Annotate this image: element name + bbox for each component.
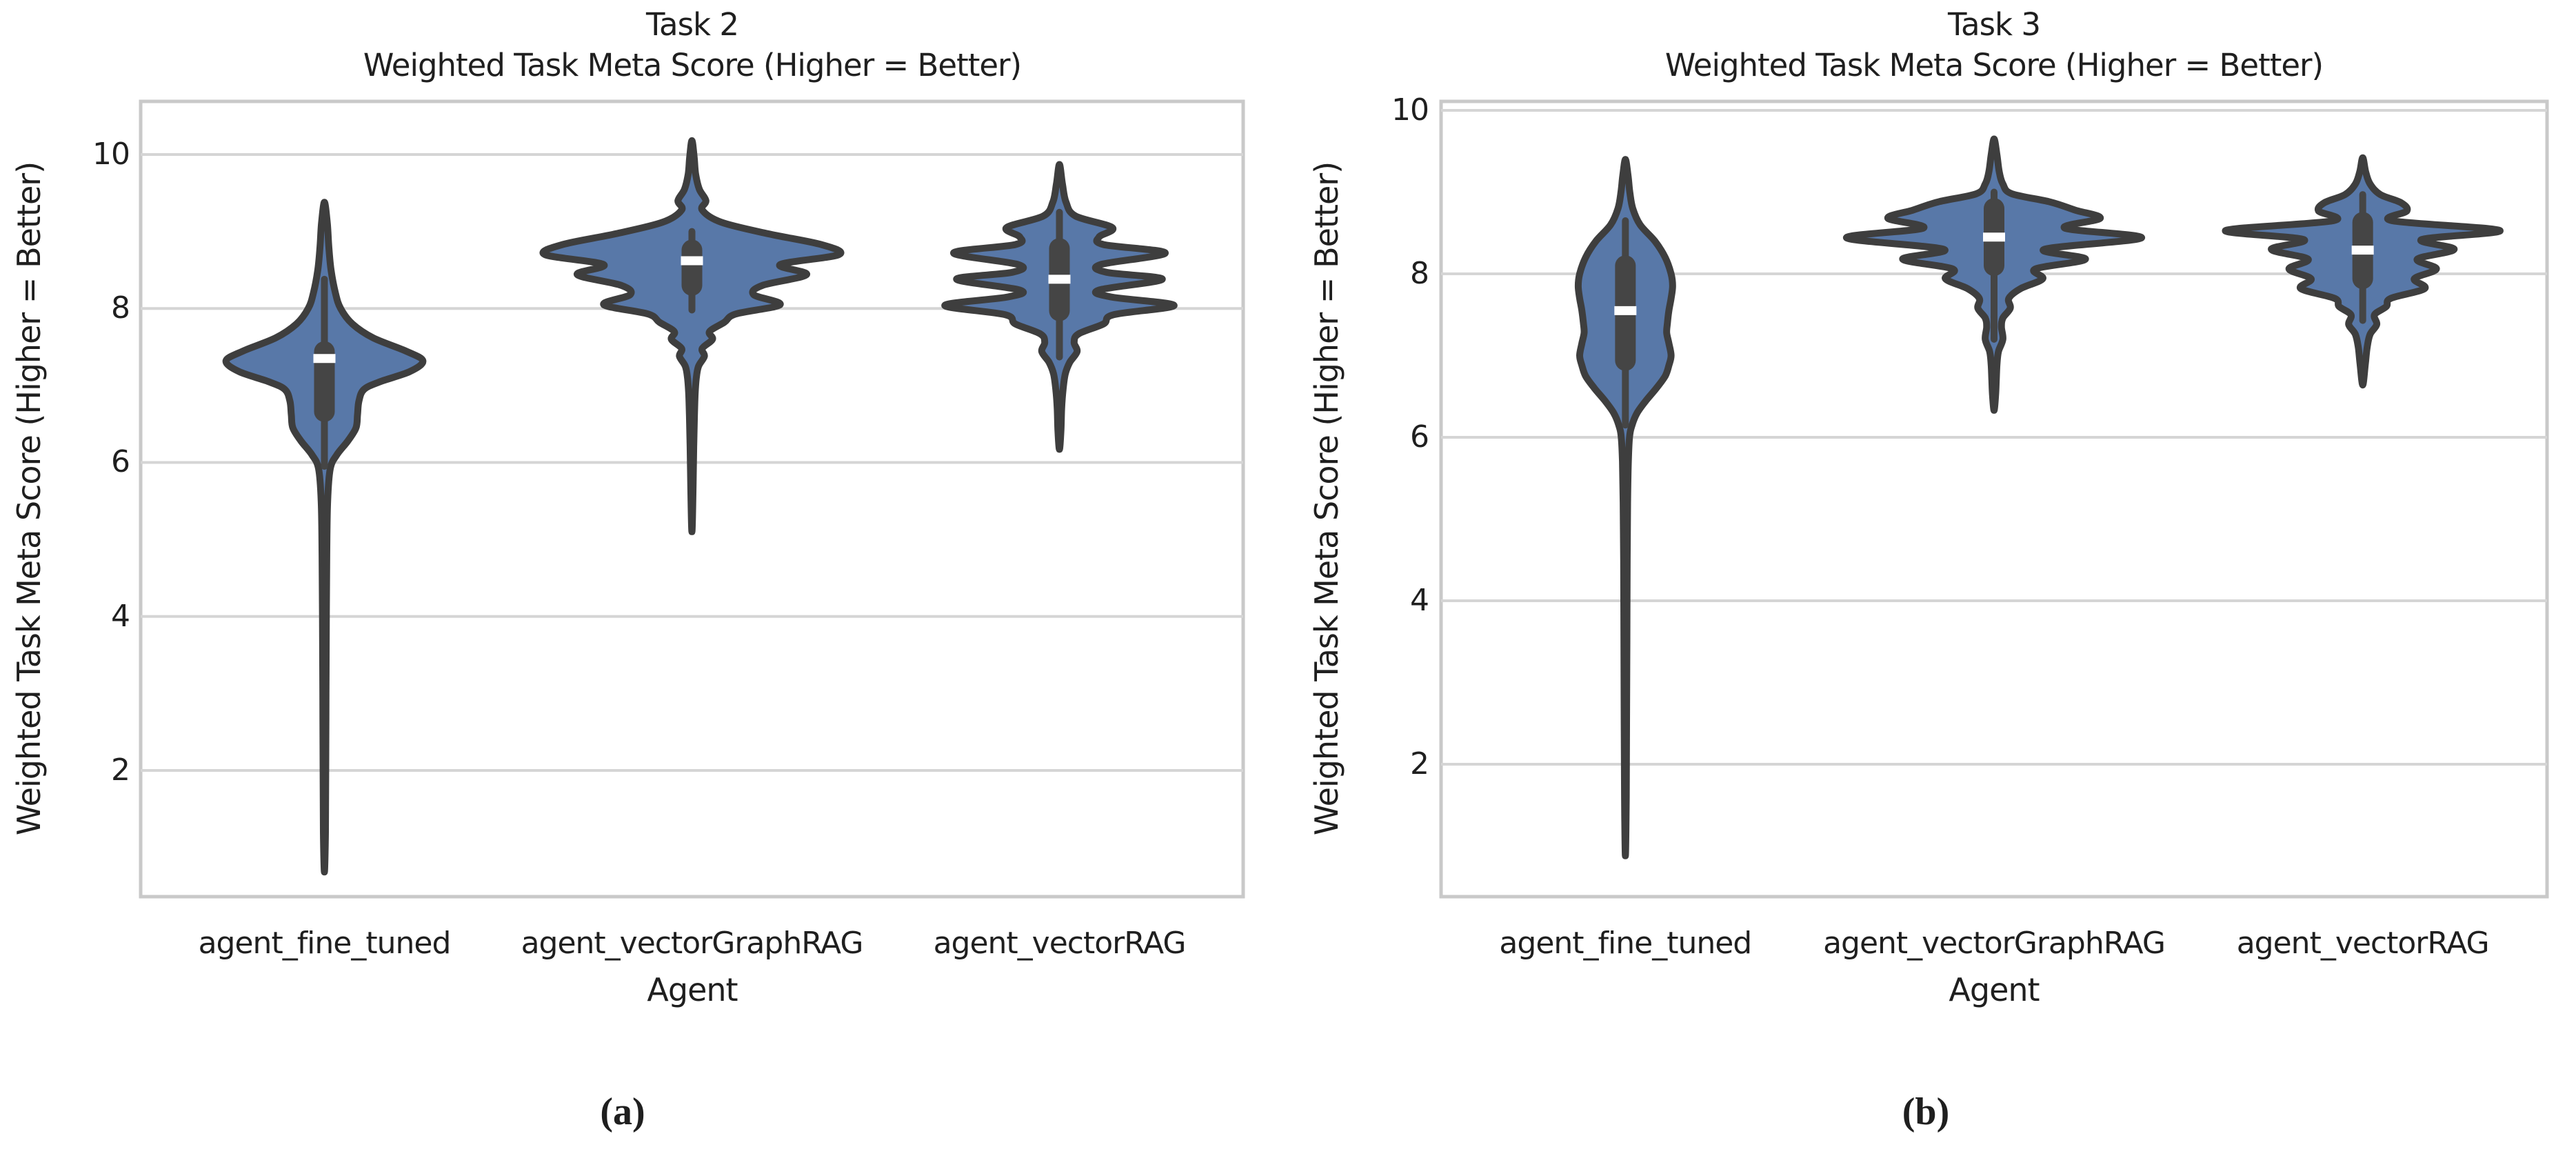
y-tick-label-2: 2 [111,752,130,788]
subfigure-caption-a: (a) [600,1090,645,1133]
y-tick-label-8: 8 [1410,256,1429,292]
panel-a-title-line1: Task 2 [645,6,739,43]
panel-a-y-axis-label: Weighted Task Meta Score (Higher = Bette… [10,161,48,836]
y-tick-label-4: 4 [111,598,130,634]
panel-b-x-axis-label: Agent [1949,971,2040,1008]
panel-a-title: Task 2 Weighted Task Meta Score (Higher … [363,4,1022,86]
y-tick-label-2: 2 [1410,746,1429,782]
y-tick-label-8: 8 [111,290,130,326]
violin-agent_fine_tuned [1574,156,1676,859]
violin-agent_fine_tuned [222,199,427,876]
y-tick-label-4: 4 [1410,583,1429,619]
panel-b-title-line1: Task 3 [1947,6,2041,43]
panel-a-title-line2: Weighted Task Meta Score (Higher = Bette… [363,47,1022,83]
x-tick-label-agent_vectorRAG: agent_vectorRAG [933,926,1187,961]
y-tick-label-10: 10 [92,137,130,172]
y-tick-label-10: 10 [1391,92,1429,128]
panel-b-y-axis-label: Weighted Task Meta Score (Higher = Bette… [1308,161,1345,836]
panel-b-title-line2: Weighted Task Meta Score (Higher = Bette… [1664,47,2324,83]
y-tick-label-6: 6 [111,444,130,480]
x-tick-label-agent_fine_tuned: agent_fine_tuned [1499,926,1752,961]
panel-b-title: Task 3 Weighted Task Meta Score (Higher … [1664,4,2324,86]
subfigure-caption-b: (b) [1902,1090,1950,1133]
violin-agent_vectorGraphRAG [539,137,845,535]
x-tick-label-agent_vectorRAG: agent_vectorRAG [2236,926,2490,961]
x-tick-label-agent_vectorGraphRAG: agent_vectorGraphRAG [521,926,864,961]
panel-a-x-axis-label: Agent [647,971,738,1008]
y-tick-label-6: 6 [1410,419,1429,455]
x-tick-label-agent_fine_tuned: agent_fine_tuned [198,926,452,961]
x-tick-label-agent_vectorGraphRAG: agent_vectorGraphRAG [1823,926,2166,961]
